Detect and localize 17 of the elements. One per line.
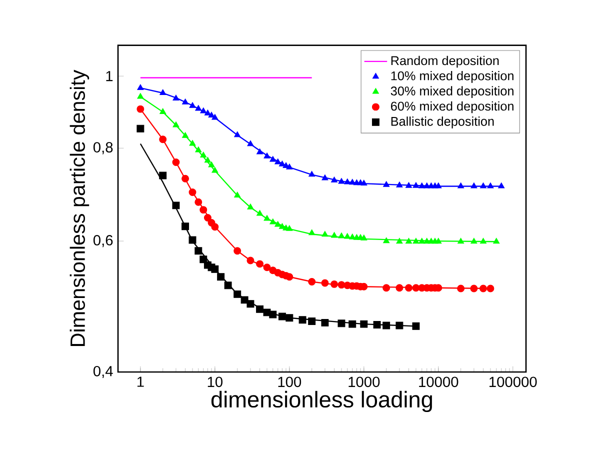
x-tick-label: 100000 bbox=[490, 376, 537, 388]
x-tick-label: 10 bbox=[208, 376, 222, 388]
x-axis-title: dimensionless loading bbox=[211, 390, 432, 412]
x-tick-label: 1 bbox=[137, 376, 144, 387]
legend-label: Random deposition bbox=[391, 56, 499, 68]
y-tick-label: 1 bbox=[106, 71, 113, 82]
y-tick-label: 0,6 bbox=[93, 235, 113, 248]
x-tick-label: 1000 bbox=[348, 376, 380, 388]
legend-label: 60% mixed deposition bbox=[391, 101, 514, 114]
x-tick-label: 100 bbox=[278, 376, 302, 388]
legend-label: 30% mixed deposition bbox=[390, 86, 514, 98]
legend-label: Ballistic deposition bbox=[391, 116, 494, 128]
y-axis-title: Dimensionless particle density bbox=[70, 70, 90, 346]
y-tick-label: 0,8 bbox=[93, 142, 113, 154]
legend-label: 10% mixed deposition bbox=[391, 71, 514, 83]
y-tick-label: 0,4 bbox=[93, 366, 113, 378]
x-tick-label: 10000 bbox=[419, 376, 458, 388]
